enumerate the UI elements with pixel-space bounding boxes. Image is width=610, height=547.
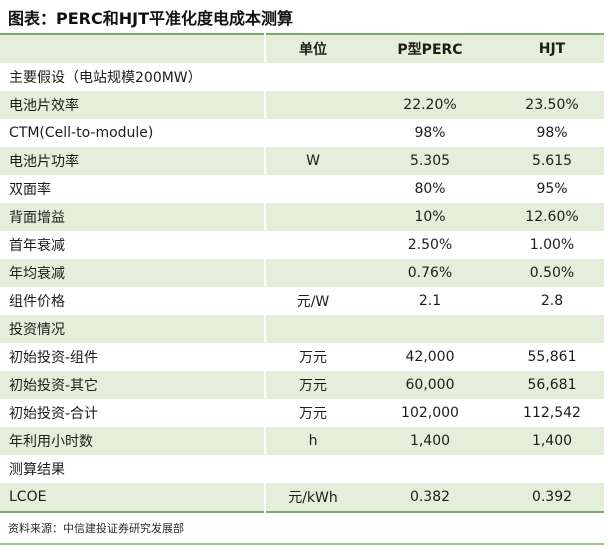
- perc-value-cell: [360, 455, 500, 483]
- table-row: 首年衰减 2.50% 1.00%: [0, 231, 604, 259]
- lcoe-table: 单位 P型PERC HJT 主要假设（电站规模200MW） 电池片效率 22.20%…: [0, 33, 604, 513]
- unit-cell: [265, 63, 360, 91]
- unit-cell: [265, 259, 360, 287]
- header-p-perc: P型PERC: [397, 42, 463, 58]
- hjt-value-cell: 55,861: [527, 349, 577, 365]
- header-metric: [0, 34, 266, 63]
- perc-value-cell: [360, 63, 500, 91]
- hjt-value-cell: 5.615: [531, 153, 573, 169]
- hjt-value-cell: 2.8: [540, 293, 564, 309]
- perc-value-cell: 60,000: [405, 377, 455, 393]
- hjt-value-cell: [500, 315, 604, 343]
- unit-cell: 元/kWh: [288, 490, 338, 506]
- hjt-value-cell: 12.60%: [525, 209, 579, 225]
- hjt-value-cell: [500, 63, 604, 91]
- perc-value-cell: 5.305: [409, 153, 451, 169]
- row-label: 初始投资-组件: [0, 343, 266, 371]
- perc-value-cell: [360, 315, 500, 343]
- perc-value-cell: 80%: [414, 181, 446, 197]
- hjt-value-cell: 23.50%: [525, 97, 579, 113]
- perc-value-cell: 1,400: [409, 433, 451, 449]
- row-label: 年均衰减: [0, 259, 266, 287]
- header-unit: 单位: [299, 42, 327, 58]
- table-body: 主要假设（电站规模200MW） 电池片效率 22.20% 23.50% CTM(Cell…: [0, 63, 604, 512]
- row-label: 背面增益: [0, 203, 266, 231]
- table-row: 双面率 80% 95%: [0, 175, 604, 203]
- perc-value-cell: 0.76%: [407, 265, 453, 281]
- hjt-value-cell: 56,681: [527, 377, 577, 393]
- unit-cell: [265, 119, 360, 147]
- row-label: 测算结果: [0, 455, 266, 483]
- unit-cell: 元/W: [296, 294, 330, 310]
- unit-cell: [265, 175, 360, 203]
- perc-value-cell: 42,000: [405, 349, 455, 365]
- row-label: 初始投资-其它: [0, 371, 266, 399]
- header-hjt: HJT: [538, 41, 566, 57]
- figure-title: 图表：PERC和HJT平准化度电成本测算: [8, 9, 293, 28]
- table-row: LCOE 元/kWh 0.382 0.392: [0, 483, 604, 512]
- table-row: 初始投资-组件 万元 42,000 55,861: [0, 343, 604, 371]
- perc-value-cell: 0.382: [409, 489, 451, 505]
- unit-cell: 万元: [299, 378, 327, 394]
- perc-value-cell: 98%: [414, 125, 446, 141]
- unit-cell: W: [306, 153, 320, 169]
- hjt-value-cell: 1,400: [531, 433, 573, 449]
- table-row: 背面增益 10% 12.60%: [0, 203, 604, 231]
- table-row: 年利用小时数 h 1,400 1,400: [0, 427, 604, 455]
- hjt-value-cell: [500, 455, 604, 483]
- hjt-value-cell: 1.00%: [529, 237, 575, 253]
- unit-cell: [265, 91, 360, 119]
- hjt-value-cell: 95%: [536, 181, 568, 197]
- row-label: 电池片效率: [0, 91, 266, 119]
- row-label: 双面率: [0, 175, 266, 203]
- hjt-value-cell: 112,542: [523, 405, 581, 421]
- header-row: 单位 P型PERC HJT: [0, 34, 604, 63]
- table-row: 组件价格 元/W 2.1 2.8: [0, 287, 604, 315]
- table-row: 电池片效率 22.20% 23.50%: [0, 91, 604, 119]
- hjt-value-cell: 98%: [536, 125, 568, 141]
- hjt-value-cell: 0.392: [531, 489, 573, 505]
- table-row: CTM(Cell-to-module) 98% 98%: [0, 119, 604, 147]
- table-row: 初始投资-其它 万元 60,000 56,681: [0, 371, 604, 399]
- perc-value-cell: 102,000: [401, 405, 459, 421]
- table-row: 年均衰减 0.76% 0.50%: [0, 259, 604, 287]
- row-label: CTM(Cell-to-module): [0, 119, 266, 147]
- row-label: 主要假设（电站规模200MW）: [0, 63, 266, 91]
- source-note: 资料来源：中信建投证券研究发展部: [8, 522, 184, 535]
- hjt-value-cell: 0.50%: [529, 265, 575, 281]
- perc-value-cell: 2.1: [418, 293, 442, 309]
- row-label: 初始投资-合计: [0, 399, 266, 427]
- unit-cell: 万元: [299, 350, 327, 366]
- row-label: 首年衰减: [0, 231, 266, 259]
- row-label: 组件价格: [0, 287, 266, 315]
- perc-value-cell: 10%: [414, 209, 446, 225]
- unit-cell: [265, 315, 360, 343]
- section-row: 主要假设（电站规模200MW）: [0, 63, 604, 91]
- unit-cell: [265, 455, 360, 483]
- unit-cell: h: [308, 433, 318, 449]
- row-label: 电池片功率: [0, 147, 266, 175]
- section-row: 投资情况: [0, 315, 604, 343]
- table-row: 电池片功率 W 5.305 5.615: [0, 147, 604, 175]
- section-row: 测算结果: [0, 455, 604, 483]
- table-row: 初始投资-合计 万元 102,000 112,542: [0, 399, 604, 427]
- perc-value-cell: 22.20%: [403, 97, 457, 113]
- unit-cell: [265, 231, 360, 259]
- unit-cell: [265, 203, 360, 231]
- row-label: LCOE: [0, 483, 266, 512]
- perc-value-cell: 2.50%: [407, 237, 453, 253]
- row-label: 年利用小时数: [0, 427, 266, 455]
- page-bottom-rule: [0, 543, 604, 545]
- row-label: 投资情况: [0, 315, 266, 343]
- unit-cell: 万元: [299, 406, 327, 422]
